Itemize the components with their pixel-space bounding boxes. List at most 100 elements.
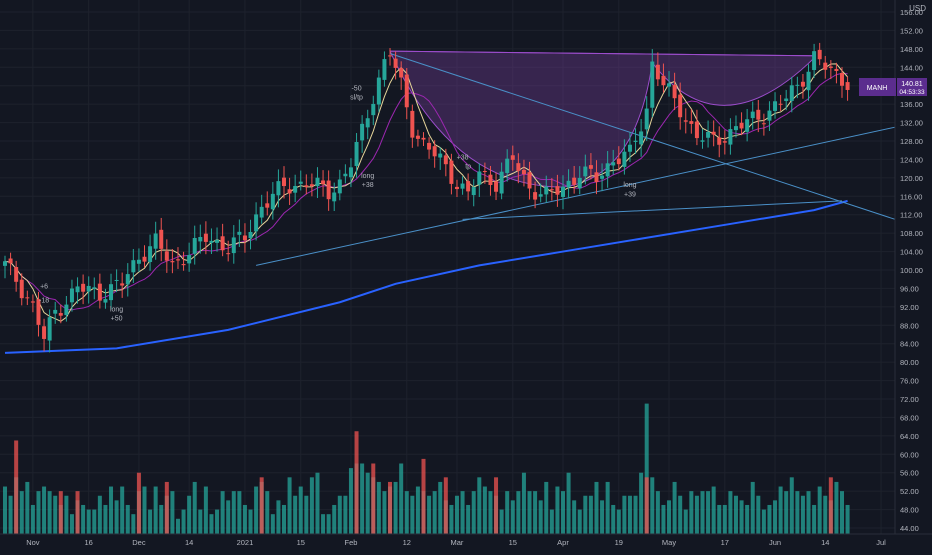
volume-bar bbox=[270, 514, 275, 534]
candle-body bbox=[181, 264, 186, 266]
candle-body bbox=[321, 180, 326, 185]
volume-bar bbox=[644, 477, 649, 534]
volume-bar bbox=[287, 477, 292, 534]
time-axis[interactable]: Nov 16 Dec 14 2021 15 Feb 12 Mar 15 Apr 19 May 17 Jun 1… bbox=[0, 533, 932, 547]
candle-body bbox=[466, 181, 471, 192]
price-badge-countdown: 04:53:33 bbox=[899, 89, 925, 96]
candle-body bbox=[499, 171, 504, 194]
candle-body bbox=[36, 299, 41, 325]
candle-body bbox=[789, 85, 794, 101]
volume-bar bbox=[120, 486, 125, 534]
volume-bar bbox=[198, 509, 203, 534]
candle-body bbox=[198, 237, 203, 242]
volume-bar bbox=[577, 509, 582, 534]
candle-body bbox=[778, 103, 783, 105]
candle-body bbox=[477, 171, 482, 185]
volume-bar bbox=[728, 491, 733, 534]
candle-body bbox=[298, 181, 303, 184]
volume-bar bbox=[337, 495, 342, 534]
volume-bar bbox=[265, 491, 270, 534]
time-tick-label: 14 bbox=[821, 538, 829, 547]
candle-body bbox=[739, 122, 744, 129]
volume-bar bbox=[148, 509, 153, 534]
volume-bar bbox=[404, 491, 409, 534]
volume-bar bbox=[477, 477, 482, 534]
volume-bar bbox=[789, 477, 794, 534]
price-tick-label: 44.00 bbox=[900, 524, 919, 533]
candle-body bbox=[92, 287, 97, 289]
candle-body bbox=[555, 186, 560, 195]
lower-support-line[interactable] bbox=[255, 126, 896, 266]
grid bbox=[0, 0, 895, 534]
candle-body bbox=[64, 304, 69, 316]
volume-bar bbox=[187, 495, 192, 534]
volume-bar bbox=[773, 500, 778, 534]
volume-bar bbox=[722, 504, 727, 534]
time-tick-label: 14 bbox=[185, 538, 193, 547]
volume-bar bbox=[36, 491, 41, 534]
volume-bar bbox=[315, 472, 320, 534]
volume-bar bbox=[175, 518, 180, 534]
candle-body bbox=[315, 177, 320, 187]
volume-bar bbox=[505, 491, 510, 534]
candle-body bbox=[14, 266, 19, 282]
volume-bar bbox=[47, 491, 52, 534]
candle-body bbox=[170, 261, 175, 263]
candle-body bbox=[131, 260, 136, 273]
candle-body bbox=[460, 183, 465, 189]
candle-body bbox=[717, 137, 722, 145]
price-tick-label: 156.00 bbox=[900, 8, 923, 17]
volume-bar bbox=[215, 509, 220, 534]
volume-bar bbox=[421, 458, 426, 534]
candle-body bbox=[125, 274, 130, 285]
price-badge-ticker-bg bbox=[859, 78, 896, 96]
candle-body bbox=[622, 151, 627, 167]
volume-bar bbox=[588, 495, 593, 534]
volume-bar bbox=[81, 504, 86, 534]
price-tick-label: 120.00 bbox=[900, 174, 923, 183]
price-tick-label: 136.00 bbox=[900, 100, 923, 109]
candle-body bbox=[287, 189, 292, 194]
price-tick-label: 128.00 bbox=[900, 137, 923, 146]
candle-body bbox=[8, 258, 13, 264]
price-tick-label: 144.00 bbox=[900, 63, 923, 72]
volume-bar bbox=[471, 491, 476, 534]
candle-body bbox=[594, 172, 599, 183]
volume-bar bbox=[717, 504, 722, 534]
volume-bar bbox=[103, 504, 108, 534]
trade-annotation-label: long bbox=[110, 306, 123, 313]
candle-body bbox=[438, 153, 443, 158]
volume-bar bbox=[739, 500, 744, 534]
time-tick-label: 16 bbox=[85, 538, 93, 547]
base-support-line[interactable] bbox=[462, 200, 843, 220]
candle-body bbox=[270, 193, 275, 210]
price-tick-label: 116.00 bbox=[900, 192, 922, 201]
candle-body bbox=[114, 279, 119, 281]
candle-body bbox=[650, 61, 655, 108]
candle-body bbox=[488, 174, 493, 185]
volume-bar bbox=[438, 481, 443, 534]
candle-body bbox=[371, 103, 376, 116]
volume-bar bbox=[220, 491, 225, 534]
volume-bar bbox=[840, 491, 844, 534]
candle-body bbox=[282, 177, 286, 187]
volume-bar bbox=[410, 495, 415, 534]
time-tick-label: Jul bbox=[876, 538, 886, 547]
volume-bar bbox=[655, 491, 660, 534]
candle-body bbox=[348, 167, 353, 178]
volume-bar bbox=[594, 481, 599, 534]
volume-bar bbox=[237, 491, 242, 534]
candle-body bbox=[767, 110, 772, 121]
volume-bar bbox=[516, 491, 521, 534]
time-tick-label: 12 bbox=[403, 538, 411, 547]
volume-bar bbox=[293, 495, 298, 534]
candle-body bbox=[800, 81, 805, 87]
volume-bar bbox=[354, 431, 359, 534]
candle-body bbox=[577, 177, 582, 189]
candle-body bbox=[142, 256, 147, 262]
candle-body bbox=[471, 187, 476, 196]
price-axis[interactable]: USD 156.00152.00148.00144.00140.00136.00… bbox=[894, 0, 926, 534]
price-tick-label: 88.00 bbox=[900, 321, 919, 330]
